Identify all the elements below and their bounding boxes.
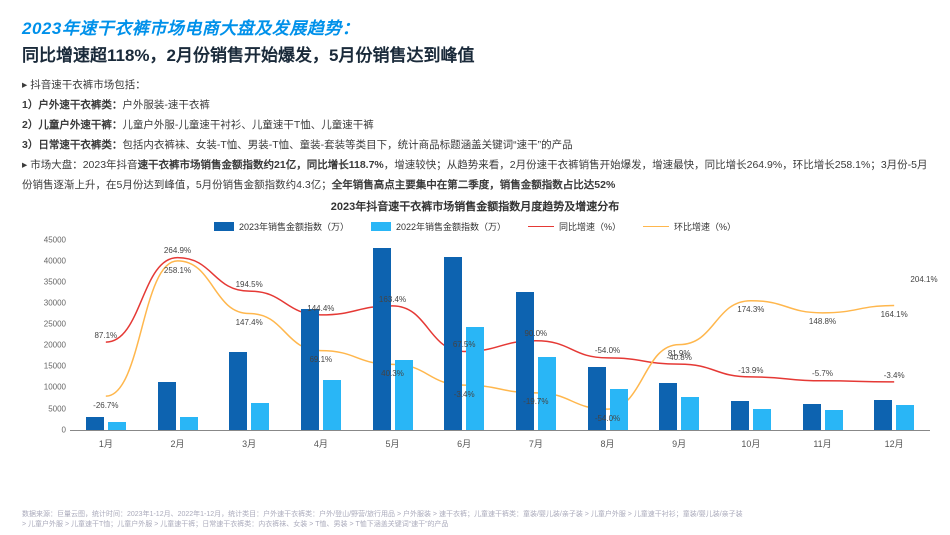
- footnote: 数据来源：巨量云图，统计时间：2023年1-12月、2022年1-12月，统计类…: [22, 510, 928, 529]
- line-layer: [70, 241, 930, 431]
- y-tick: 20000: [40, 341, 66, 350]
- mom-value-label: -54.0%: [595, 414, 620, 423]
- yoy-value-label: 264.9%: [164, 246, 191, 255]
- x-label: 5月: [385, 437, 399, 450]
- yoy-value-label: -5.7%: [812, 369, 833, 378]
- bar-2023: [803, 404, 821, 430]
- mom-value-label: 81.9%: [668, 349, 691, 358]
- bar-2022: [753, 409, 771, 430]
- x-label: 11月: [813, 437, 831, 450]
- bullet-3: 3）日常速干衣裤类：包括内衣裤袜、女装-T恤、男装-T恤、童装-套装等类目下，统…: [22, 136, 928, 156]
- yoy-line: [106, 257, 894, 381]
- bar-2022: [610, 389, 628, 430]
- bar-2022: [323, 380, 341, 429]
- y-tick: 25000: [40, 320, 66, 329]
- mom-value-label: 147.4%: [236, 318, 263, 327]
- mom-value-label: -19.7%: [523, 397, 548, 406]
- y-tick: 10000: [40, 383, 66, 392]
- y-tick: 5000: [40, 404, 66, 413]
- yoy-value-label: 87.1%: [94, 331, 117, 340]
- legend-mom: 环比增速（%）: [643, 220, 736, 233]
- bullet-1: 1）户外速干衣裤类：户外服装-速干衣裤: [22, 96, 928, 116]
- bar-2023: [229, 352, 247, 429]
- legend-bar2023: 2023年销售金额指数（万）: [214, 220, 349, 233]
- chart-legend: 2023年销售金额指数（万） 2022年销售金额指数（万） 同比增速（%） 环比…: [22, 220, 928, 233]
- mom-value-label: 69.1%: [309, 355, 332, 364]
- bar-2022: [251, 403, 269, 429]
- mom-value-label: -3.4%: [454, 390, 475, 399]
- bar-2022: [538, 357, 556, 430]
- x-label: 12月: [885, 437, 904, 450]
- bar-2023: [874, 400, 892, 430]
- legend-bar2022: 2022年销售金额指数（万）: [371, 220, 506, 233]
- x-label: 2月: [170, 437, 184, 450]
- x-label: 9月: [672, 437, 686, 450]
- y-tick: 0: [40, 425, 66, 434]
- mom-value-label: 174.3%: [737, 305, 764, 314]
- yoy-value-label: -13.9%: [738, 366, 763, 375]
- bullet-lead: 抖音速干衣裤市场包括：: [22, 76, 928, 96]
- y-tick: 30000: [40, 298, 66, 307]
- bar-2023: [301, 309, 319, 429]
- yoy-value-label: -54.0%: [595, 346, 620, 355]
- mom-value-label: -26.7%: [93, 401, 118, 410]
- bar-2022: [896, 405, 914, 429]
- yoy-value-label: -3.4%: [884, 371, 905, 380]
- legend-yoy: 同比增速（%）: [528, 220, 621, 233]
- x-label: 6月: [457, 437, 471, 450]
- title-line1: 2023年速干衣裤市场电商大盘及发展趋势：: [22, 14, 928, 39]
- plot-area: 0500010000150002000025000300003500040000…: [70, 241, 930, 431]
- bar-2023: [158, 382, 176, 429]
- bar-2022: [825, 410, 843, 430]
- report-slide: 2023年速干衣裤市场电商大盘及发展趋势： 同比增速超118%，2月份销售开始爆…: [0, 0, 950, 535]
- yoy-value-label: 144.4%: [307, 304, 334, 313]
- yoy-value-label: 90.0%: [524, 329, 547, 338]
- bullet-2: 2）儿童户外速干裤：儿童户外服-儿童速干衬衫、儿童速干T恤、儿童速干裤: [22, 116, 928, 136]
- mom-value-label: 40.3%: [381, 369, 404, 378]
- bar-2022: [681, 397, 699, 430]
- bar-2023: [86, 417, 104, 430]
- x-label: 1月: [99, 437, 113, 450]
- yoy-value-label: 163.4%: [379, 295, 406, 304]
- mom-extra-label: 204.1%: [910, 275, 937, 284]
- chart-title: 2023年抖音速干衣裤市场销售金额指数月度趋势及增速分布: [22, 198, 928, 214]
- x-label: 3月: [242, 437, 256, 450]
- bar-2023: [659, 383, 677, 429]
- x-label: 8月: [600, 437, 614, 450]
- mom-value-label: 258.1%: [164, 266, 191, 275]
- y-tick: 35000: [40, 277, 66, 286]
- mom-value-label: 148.8%: [809, 317, 836, 326]
- bar-2022: [108, 422, 126, 429]
- bar-2023: [373, 248, 391, 430]
- y-tick: 15000: [40, 362, 66, 371]
- bar-2023: [516, 292, 534, 430]
- combo-chart: 0 5000 10000 15000 20000 25000 30000 35000 40000…: [40, 235, 934, 465]
- title-line2: 同比增速超118%，2月份销售开始爆发，5月份销售达到峰值: [22, 41, 928, 66]
- bullet-list: 抖音速干衣裤市场包括： 1）户外速干衣裤类：户外服装-速干衣裤 2）儿童户外速干…: [22, 76, 928, 196]
- y-tick: 40000: [40, 256, 66, 265]
- yoy-value-label: 194.5%: [236, 280, 263, 289]
- bar-2022: [180, 417, 198, 430]
- bullet-4: 市场大盘：2023年抖音速干衣裤市场销售金额指数约21亿，同比增长118.7%，…: [22, 156, 928, 196]
- x-label: 10月: [741, 437, 760, 450]
- bar-2023: [731, 401, 749, 430]
- yoy-value-label: 67.5%: [453, 340, 476, 349]
- x-label: 4月: [314, 437, 328, 450]
- x-label: 7月: [529, 437, 543, 450]
- y-tick: 45000: [40, 235, 66, 244]
- mom-value-label: 164.1%: [881, 310, 908, 319]
